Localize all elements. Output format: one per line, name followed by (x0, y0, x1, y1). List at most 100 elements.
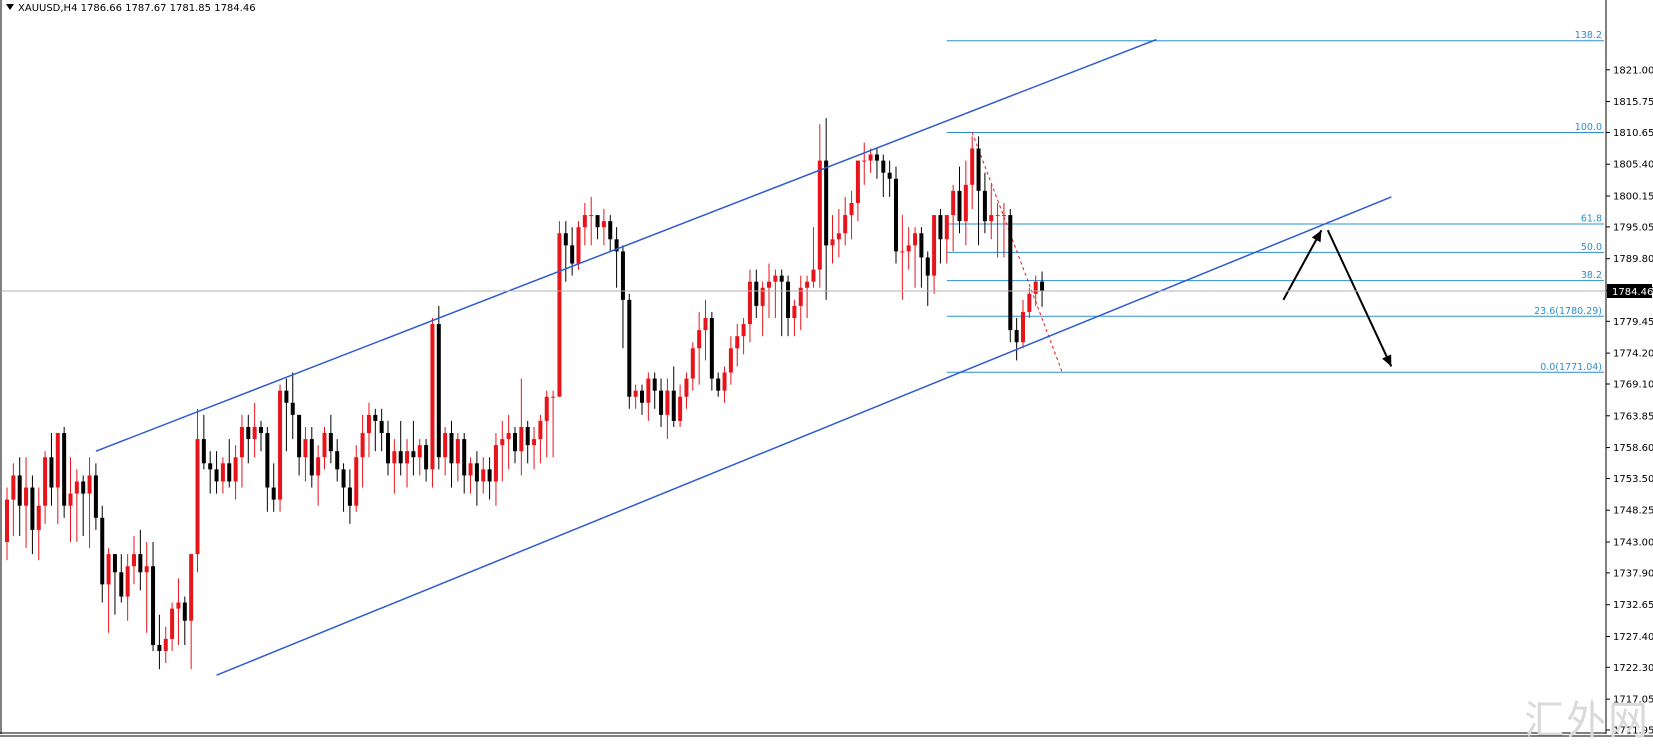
candle-body (671, 390, 676, 421)
candle-body (398, 451, 403, 464)
price-tick-label: 1805.40 (1613, 160, 1653, 171)
candle-body (709, 318, 714, 379)
candle-body (138, 554, 143, 573)
candle-body (5, 499, 9, 543)
price-tick-label: 1821.00 (1613, 65, 1653, 76)
candle-body (817, 160, 822, 270)
candle-body (379, 420, 384, 434)
candle-body (246, 426, 251, 440)
candle-body (913, 233, 918, 246)
candle-body (874, 154, 879, 161)
candle-body (265, 433, 270, 488)
price-axis: 1821.00 1815.75 1810.65 1805.40 1800.15 1795.… (1606, 65, 1653, 737)
candle-body (132, 554, 136, 567)
candle-body (659, 390, 664, 415)
fib-trendline (971, 132, 1063, 373)
candle-body (487, 469, 492, 482)
candle-body (620, 251, 625, 300)
dropdown-triangle-icon[interactable] (6, 4, 14, 10)
candle-body (239, 426, 244, 458)
candle-body (881, 160, 886, 173)
candle-body (760, 287, 765, 306)
candle-body (932, 215, 937, 276)
candle-body (100, 517, 105, 585)
candle-body (862, 160, 867, 162)
candle-body (627, 299, 632, 397)
candle-body (513, 433, 517, 452)
candle-body (309, 439, 314, 476)
candle-body (849, 202, 854, 216)
price-tick-label: 1795.05 (1613, 222, 1653, 233)
candle-body (773, 275, 778, 282)
price-tick-label: 1753.50 (1613, 474, 1653, 485)
candle-body (195, 439, 200, 555)
candle-body (157, 644, 162, 651)
candle-body (678, 396, 683, 421)
candle-body (144, 566, 149, 573)
candle-body (360, 433, 365, 458)
fib-level-label: 100.0 (1575, 122, 1602, 133)
candle-body (563, 233, 568, 246)
candle-body (703, 318, 708, 331)
candle-body (684, 378, 689, 397)
candle-body (1040, 281, 1045, 292)
candle-body (640, 390, 644, 403)
candle-body (894, 178, 898, 252)
candle-body (995, 215, 1000, 217)
candle-body (297, 414, 302, 458)
candle-body (24, 487, 29, 506)
price-tick-label: 1737.90 (1613, 568, 1653, 579)
price-tick-label: 1722.30 (1613, 663, 1653, 674)
candle-body (557, 233, 562, 397)
candle-body (506, 433, 511, 440)
candle-body (633, 390, 638, 397)
trend-channel[interactable] (95, 38, 1393, 676)
candle-body (259, 426, 263, 434)
candle-body (589, 215, 594, 217)
candle-body (836, 233, 841, 240)
candle-body (868, 154, 873, 161)
candle-body (74, 481, 79, 494)
projection-arrow-shaft (1282, 229, 1323, 301)
candle-body (366, 414, 371, 434)
candle-body (278, 390, 283, 500)
price-tick-label: 1774.20 (1613, 349, 1653, 360)
price-tick-label: 1758.60 (1613, 443, 1653, 454)
candle-body (855, 160, 860, 203)
candle-body (747, 281, 752, 325)
price-tick-label: 1732.65 (1613, 600, 1653, 611)
candle-body (595, 215, 600, 228)
fib-level-label: 138.2 (1575, 30, 1602, 41)
candle-body (754, 281, 759, 306)
candle-body (43, 457, 48, 506)
candle-body (227, 463, 232, 482)
price-tick-label: 1727.40 (1613, 632, 1653, 643)
fibonacci-retracement[interactable]: 138.2 100.0 61.8 50.0 38.2 23.6(1780.29) 0.0(1… (946, 30, 1604, 373)
candle-body (49, 457, 54, 488)
candle-body (30, 487, 35, 530)
candle-body (951, 190, 956, 216)
projection-arrow-shaft (1326, 229, 1393, 367)
candle-body (93, 475, 98, 518)
candle-body (614, 239, 619, 252)
channel-upper-line (95, 38, 1157, 452)
channel-lower-line (216, 196, 1392, 676)
price-tick-label: 1815.75 (1613, 97, 1653, 108)
candle-body (1033, 281, 1038, 294)
price-tick-label: 1711.95 (1613, 726, 1653, 737)
price-tick-label: 1779.45 (1613, 317, 1653, 328)
candle-body (779, 275, 784, 282)
candle-body (386, 433, 390, 464)
candle-body (411, 451, 416, 458)
candle-body (284, 390, 289, 403)
candle-body (690, 348, 695, 379)
candle-body (957, 190, 962, 222)
price-tick-label: 1743.00 (1613, 538, 1653, 549)
candle-body (925, 257, 930, 276)
candle-body (1021, 311, 1025, 343)
candle-body (1001, 215, 1006, 217)
symbol-ohlc-text: XAUUSD,H4 1786.66 1787.67 1781.85 1784.4… (18, 3, 256, 14)
candle-body (976, 148, 981, 191)
candle-body (220, 463, 225, 482)
